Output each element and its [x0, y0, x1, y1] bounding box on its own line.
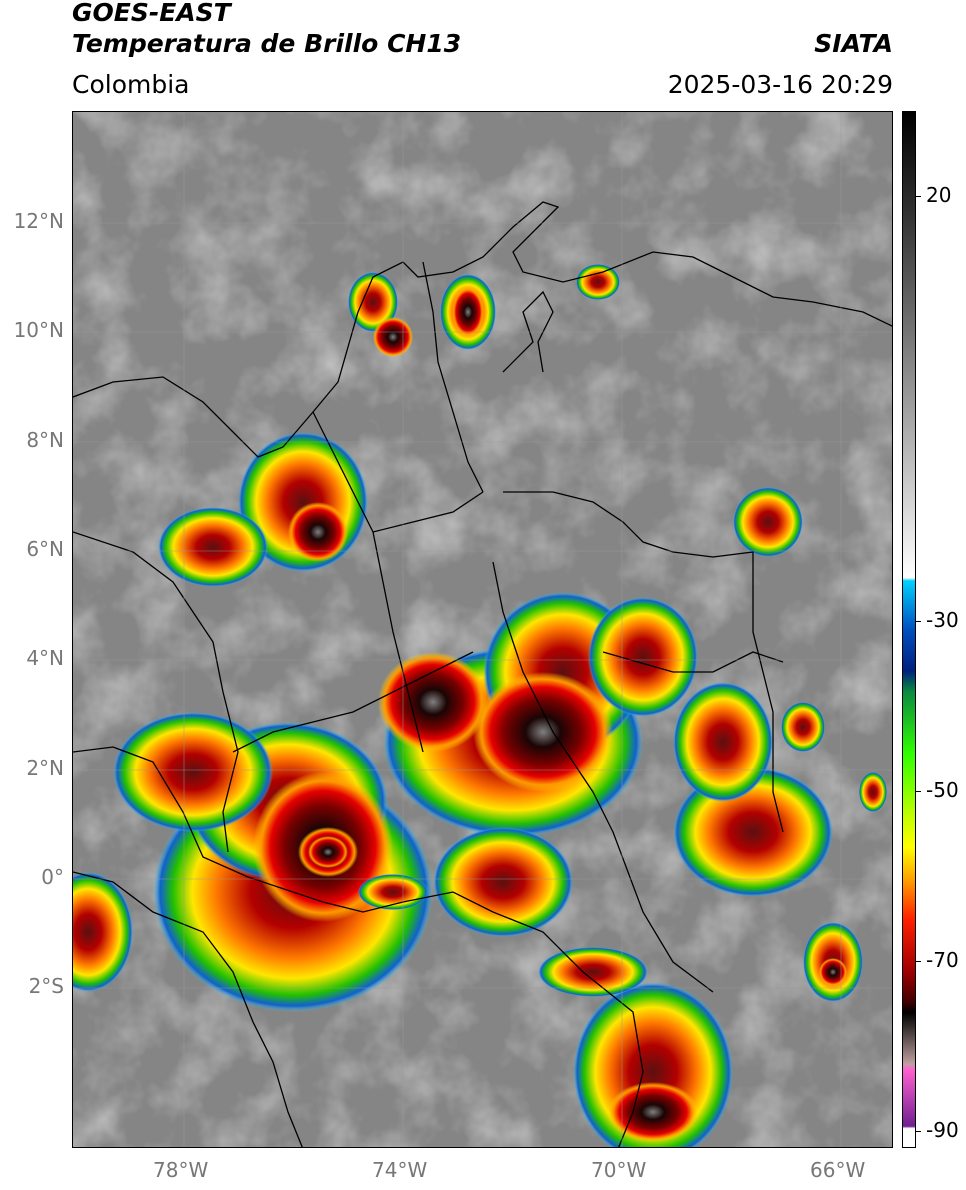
colorbar — [902, 111, 916, 1148]
colorbar-gradient — [903, 112, 915, 1147]
lat-tick-label: 8°N — [26, 428, 64, 452]
brand-label: SIATA — [814, 29, 893, 58]
colorbar-tick — [916, 961, 921, 962]
colorbar-tick-label: 20 — [926, 183, 952, 207]
map-svg — [73, 112, 892, 1147]
lon-tick-label: 78°W — [153, 1158, 209, 1182]
lat-tick-label: 12°N — [13, 209, 64, 233]
title-satellite: GOES-EAST — [72, 0, 231, 27]
region-label: Colombia — [72, 70, 190, 99]
lat-tick-label: 6°N — [26, 537, 64, 561]
colorbar-tick — [916, 791, 921, 792]
lat-tick-label: 4°N — [26, 646, 64, 670]
title-product: Temperatura de Brillo CH13 — [72, 29, 462, 58]
storm-cells — [73, 264, 887, 1147]
colorbar-tick — [916, 196, 921, 197]
lon-tick-label: 66°W — [810, 1158, 866, 1182]
graticule — [73, 112, 892, 1147]
colorbar-tick-label: -90 — [926, 1118, 959, 1142]
colorbar-tick — [916, 621, 921, 622]
lat-tick-label: 10°N — [13, 318, 64, 342]
timestamp-label: 2025-03-16 20:29 — [667, 70, 893, 99]
colorbar-tick-label: -50 — [926, 778, 959, 802]
lon-tick-label: 70°W — [591, 1158, 647, 1182]
colorbar-tick-label: -30 — [926, 608, 959, 632]
lon-tick-label: 74°W — [372, 1158, 428, 1182]
lat-tick-label: 2°N — [26, 756, 64, 780]
colorbar-tick-label: -70 — [926, 948, 959, 972]
satellite-map — [72, 111, 893, 1148]
colorbar-tick — [916, 1131, 921, 1132]
lat-tick-label: 0° — [41, 865, 64, 889]
lat-tick-label: 2°S — [28, 974, 64, 998]
